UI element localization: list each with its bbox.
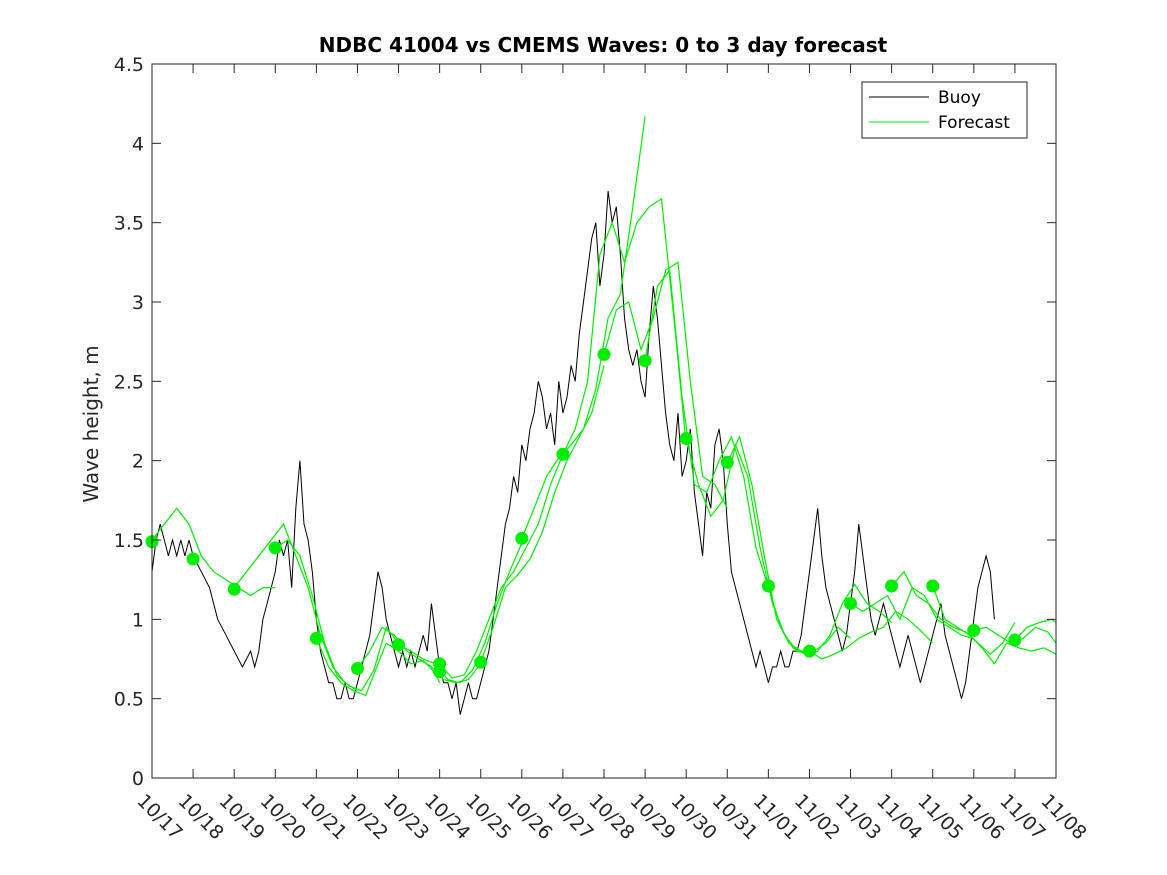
forecast-start-marker: [515, 531, 529, 545]
forecast-run-line: [644, 268, 769, 588]
forecast-start-marker: [679, 432, 693, 445]
y-tick-label: 2: [132, 451, 144, 473]
forecast-start-marker: [597, 347, 611, 361]
y-tick-label: 2.5: [114, 371, 144, 393]
plot-area: [145, 116, 1057, 715]
y-tick-label: 1: [132, 609, 144, 631]
forecast-start-marker: [803, 644, 816, 658]
forecast-start-marker: [926, 579, 940, 593]
y-tick-label: 1.5: [114, 530, 144, 552]
forecast-start-marker: [638, 354, 652, 368]
y-tick-label: 4: [132, 133, 144, 155]
forecast-run-line: [603, 261, 728, 509]
forecast-run-line: [233, 522, 358, 692]
forecast-start-marker: [433, 665, 447, 679]
forecast-run-line: [357, 626, 482, 684]
legend: Buoy Forecast: [861, 81, 1028, 139]
forecast-start-marker: [1008, 633, 1022, 647]
forecast-start-marker: [351, 662, 364, 675]
forecast-run-line: [562, 197, 687, 455]
forecast-start-marker: [309, 631, 323, 645]
forecast-run-line: [439, 454, 564, 679]
chart-title: NDBC 41004 vs CMEMS Waves: 0 to 3 day fo…: [319, 33, 888, 57]
forecast-run-line: [151, 507, 276, 597]
forecast-start-marker: [885, 579, 899, 593]
forecast-run-line: [932, 585, 1057, 665]
legend-forecast-label: Forecast: [938, 113, 1010, 133]
forecast-run-line: [1014, 618, 1057, 641]
y-tick-label: 3.5: [114, 213, 144, 235]
y-axis-label: Wave height, m: [79, 345, 103, 502]
legend-buoy-label: Buoy: [938, 88, 981, 108]
forecast-start-marker: [474, 655, 488, 669]
forecast-start-marker: [186, 552, 200, 566]
buoy-series-line: [151, 190, 995, 715]
forecast-start-marker: [556, 447, 570, 461]
forecast-run-line: [521, 116, 646, 539]
y-tick-label: 0.5: [114, 689, 144, 711]
forecast-start-marker: [720, 455, 734, 469]
y-tick-label: 4.5: [114, 54, 144, 76]
forecast-run-line: [891, 570, 1016, 656]
forecast-run-line: [726, 435, 851, 652]
forecast-start-marker: [268, 541, 282, 555]
forecast-run-line: [398, 542, 523, 684]
forecast-start-marker: [967, 623, 981, 637]
forecast-start-marker: [761, 579, 775, 593]
y-tick-label: 3: [132, 292, 144, 314]
forecast-run-line: [809, 610, 934, 660]
forecast-start-marker: [844, 597, 857, 610]
forecast-start-marker: [227, 582, 241, 596]
forecast-run-line: [274, 539, 399, 692]
y-tick-label: 0: [132, 768, 144, 790]
forecast-start-marker: [392, 638, 405, 652]
legend-box: [861, 81, 1028, 139]
